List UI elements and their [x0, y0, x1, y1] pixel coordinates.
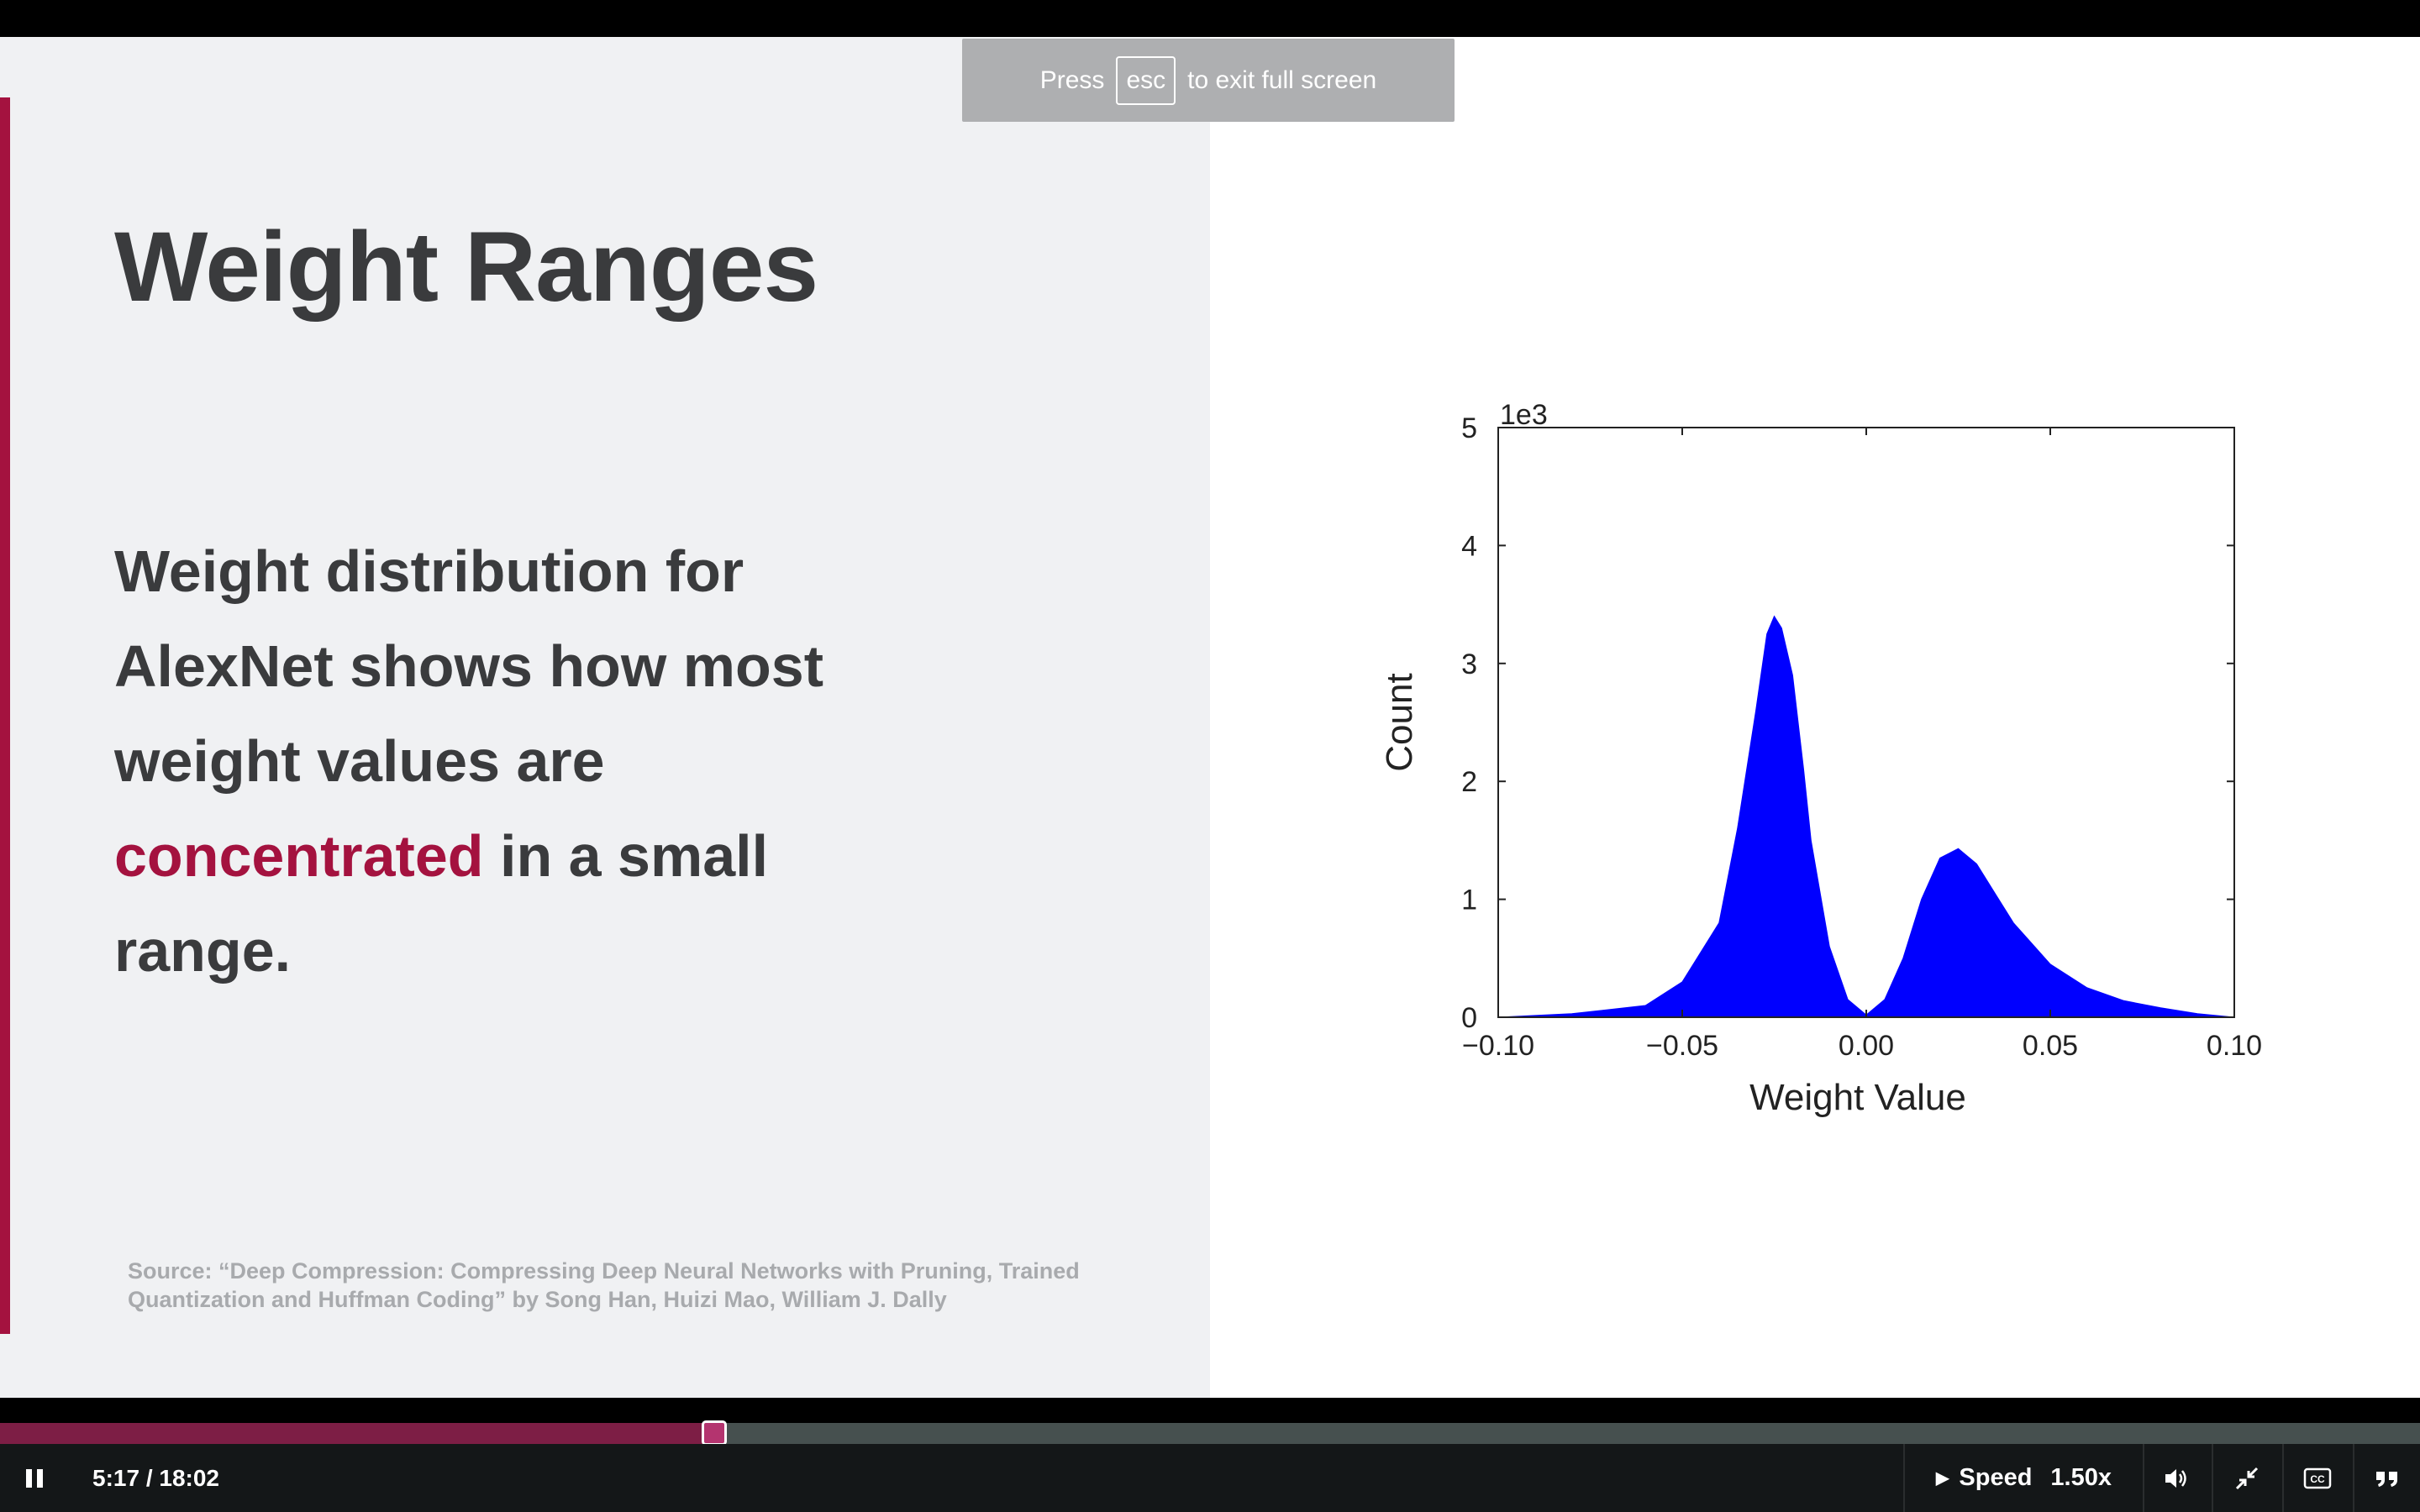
slide-left-panel: Weight Ranges Weight distribution for Al…: [0, 37, 1210, 1398]
slide-body-text: Weight distribution for AlexNet shows ho…: [114, 524, 955, 999]
x-tick-label: −0.10: [1462, 1030, 1534, 1062]
video-progress-fill: [0, 1423, 712, 1444]
video-progress-thumb[interactable]: [701, 1420, 727, 1446]
volume-icon[interactable]: [2143, 1444, 2210, 1512]
closed-captions-icon[interactable]: CC: [2284, 1444, 2351, 1512]
transcript-icon[interactable]: [2354, 1444, 2420, 1512]
chart-plot-area: −0.10 −0.05 0.00 0.05 0.10 0 1 2 3 4 5 1e3 Weight Va…: [1379, 399, 2262, 1118]
slide-body-line: AlexNet shows how most: [114, 633, 824, 699]
slide-body-line: range.: [114, 918, 292, 984]
x-tick-label: −0.05: [1646, 1030, 1718, 1062]
slide-body-line: in a small: [483, 823, 769, 889]
slide-body-line: weight values are: [114, 728, 605, 794]
y-scale-label: 1e3: [1500, 399, 1548, 431]
time-separator: /: [139, 1464, 160, 1491]
distribution-area: [1497, 615, 2235, 1018]
slide-body-line: Weight distribution for: [114, 538, 744, 604]
y-tick-label: 4: [1461, 530, 1477, 562]
source-line: Quantization and Huffman Coding” by Song…: [128, 1287, 947, 1312]
x-tick-label: 0.10: [2207, 1030, 2262, 1062]
slide-title: Weight Ranges: [114, 212, 818, 323]
caret-right-icon: ▶: [1936, 1469, 1949, 1488]
fullscreen-exit-toast: Press esc to exit full screen: [962, 39, 1455, 122]
current-time: 5:17: [92, 1464, 140, 1491]
x-axis-label: Weight Value: [1749, 1077, 1966, 1118]
y-tick-label: 0: [1461, 1002, 1477, 1034]
slide-accent-bar: [0, 97, 10, 1334]
top-black-bar: [0, 0, 2420, 37]
controls-divider: [2282, 1444, 2284, 1512]
video-progress-bar[interactable]: [0, 1420, 2420, 1446]
y-tick-label: 5: [1461, 412, 1477, 444]
y-tick-label: 1: [1461, 885, 1477, 916]
x-tick-label: 0.05: [2023, 1030, 2078, 1062]
pause-icon[interactable]: [12, 1444, 57, 1512]
svg-text:CC: CC: [2310, 1473, 2325, 1485]
y-tick-label: 3: [1461, 648, 1477, 680]
plot-frame: [1497, 427, 2235, 1018]
slide-body-highlight: concentrated: [114, 823, 484, 889]
controls-divider: [2353, 1444, 2354, 1512]
esc-key-hint: esc: [1116, 55, 1176, 105]
weight-distribution-chart: −0.10 −0.05 0.00 0.05 0.10 0 1 2 3 4 5 1e3 Weight Va…: [1379, 399, 2262, 1118]
toast-press-text: Press: [1039, 66, 1105, 94]
y-axis-label: Count: [1379, 673, 1420, 771]
exit-fullscreen-icon[interactable]: [2213, 1444, 2281, 1512]
x-tick-label: 0.00: [1839, 1030, 1894, 1062]
time-display: 5:17 / 18:02: [92, 1444, 219, 1512]
video-controls-bar: 5:17 / 18:02 ▶ Speed 1.50x CC: [0, 1444, 2420, 1512]
speed-value: 1.50x: [2050, 1464, 2112, 1491]
slide-source-citation: Source: “Deep Compression: Compressing D…: [128, 1257, 1136, 1314]
controls-divider: [2212, 1444, 2213, 1512]
y-tick-label: 2: [1461, 766, 1477, 798]
toast-rest-text: to exit full screen: [1187, 66, 1377, 94]
source-line: Source: “Deep Compression: Compressing D…: [128, 1258, 1080, 1284]
speed-button[interactable]: ▶ Speed 1.50x: [1903, 1444, 2144, 1512]
duration: 18:02: [159, 1464, 220, 1491]
speed-label: Speed: [1959, 1464, 2033, 1491]
slide: Weight Ranges Weight distribution for Al…: [0, 37, 2420, 1398]
